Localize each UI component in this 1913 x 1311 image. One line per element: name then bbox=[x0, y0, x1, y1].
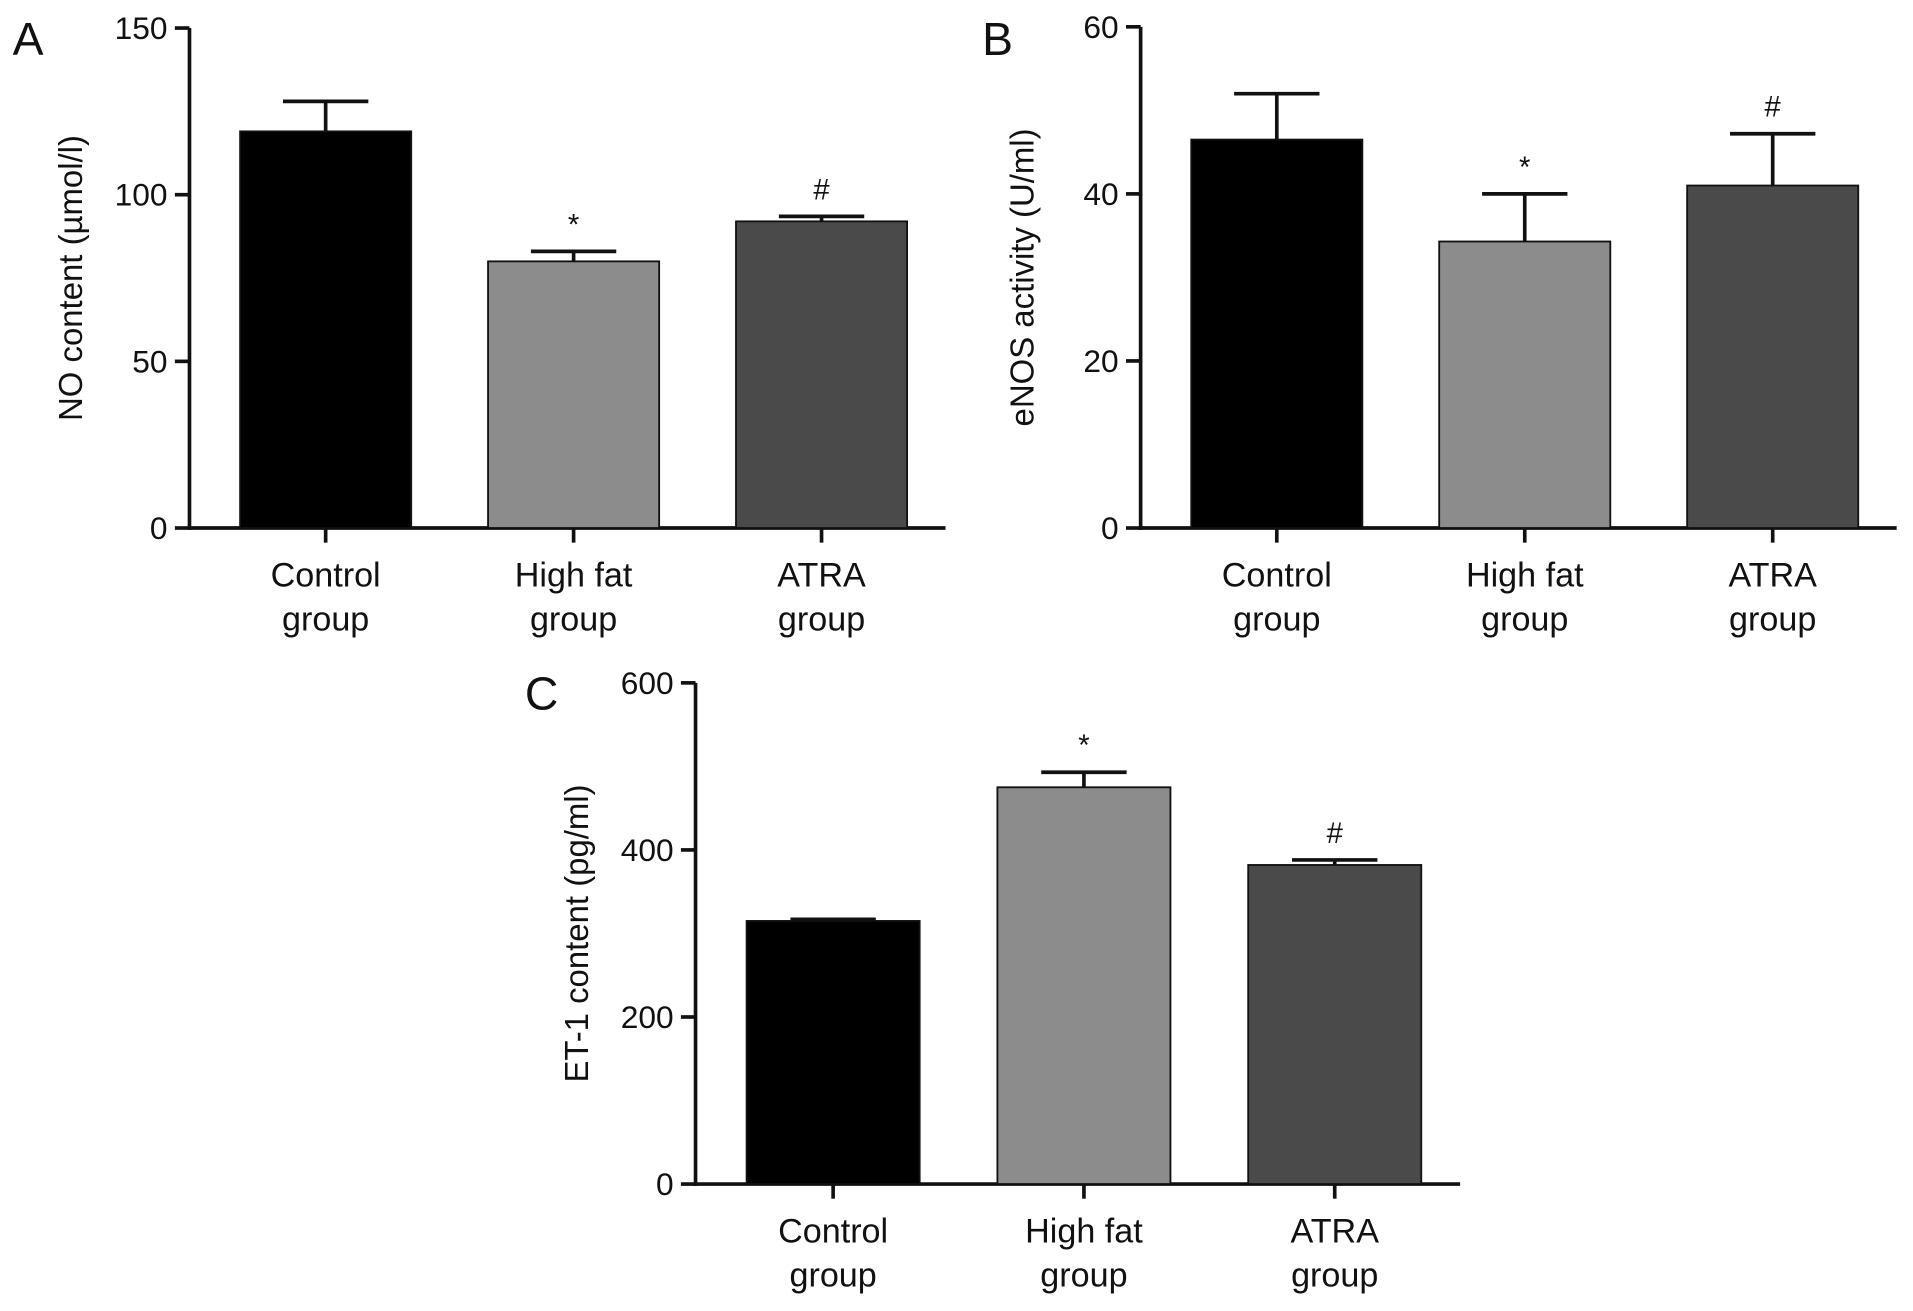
x-tick-label: ATRA group bbox=[1728, 557, 1817, 639]
significance-marker: # bbox=[1327, 818, 1344, 850]
y-tick-label: 50 bbox=[132, 343, 167, 379]
y-axis-label: ET-1 content (pg/ml) bbox=[558, 784, 595, 1082]
x-tick-label: Control group bbox=[778, 1213, 888, 1295]
significance-marker: * bbox=[1519, 152, 1530, 184]
significance-marker: * bbox=[1078, 730, 1089, 762]
y-tick-label: 40 bbox=[1083, 176, 1118, 212]
significance-marker: # bbox=[1765, 92, 1782, 124]
y-tick-label: 0 bbox=[150, 510, 168, 546]
y-tick-label: 150 bbox=[115, 10, 168, 46]
panel-label: A bbox=[13, 13, 44, 65]
x-tick-label: High fat group bbox=[515, 557, 633, 639]
bar bbox=[745, 920, 921, 1185]
bar bbox=[1438, 240, 1612, 529]
y-axis-label: NO content (µmol/l) bbox=[52, 135, 89, 421]
y-tick-label: 600 bbox=[621, 665, 674, 701]
bar bbox=[1247, 864, 1423, 1185]
x-tick-label: ATRA group bbox=[777, 557, 866, 639]
bar bbox=[735, 220, 909, 529]
x-tick-label: High fat group bbox=[1466, 557, 1584, 639]
panel-label: B bbox=[982, 13, 1013, 65]
y-tick-label: 200 bbox=[621, 999, 674, 1035]
y-tick-label: 0 bbox=[1101, 510, 1119, 546]
significance-marker: * bbox=[568, 209, 579, 241]
y-tick-label: 20 bbox=[1083, 343, 1118, 379]
y-tick-label: 100 bbox=[115, 177, 168, 213]
x-tick-label: High fat group bbox=[1025, 1213, 1143, 1295]
bar bbox=[996, 786, 1172, 1185]
y-tick-label: 0 bbox=[656, 1166, 674, 1202]
bar bbox=[487, 260, 661, 529]
bar bbox=[1686, 184, 1860, 529]
bar bbox=[239, 130, 413, 529]
y-tick-label: 60 bbox=[1083, 9, 1118, 45]
y-axis-label: eNOS activity (U/ml) bbox=[1003, 128, 1040, 426]
x-tick-label: Control group bbox=[271, 557, 381, 639]
x-tick-label: ATRA group bbox=[1290, 1213, 1379, 1295]
x-tick-label: Control group bbox=[1222, 557, 1332, 639]
y-tick-label: 400 bbox=[621, 832, 674, 868]
panel-label: C bbox=[525, 668, 558, 720]
bar bbox=[1190, 138, 1364, 529]
significance-marker: # bbox=[813, 174, 830, 206]
